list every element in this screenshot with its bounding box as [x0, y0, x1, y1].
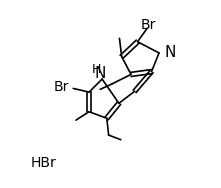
Text: H: H — [91, 63, 101, 76]
Text: N: N — [164, 45, 176, 61]
Text: N: N — [95, 66, 106, 81]
Text: Br: Br — [140, 18, 156, 32]
Text: Br: Br — [54, 80, 69, 94]
Text: HBr: HBr — [30, 156, 56, 170]
